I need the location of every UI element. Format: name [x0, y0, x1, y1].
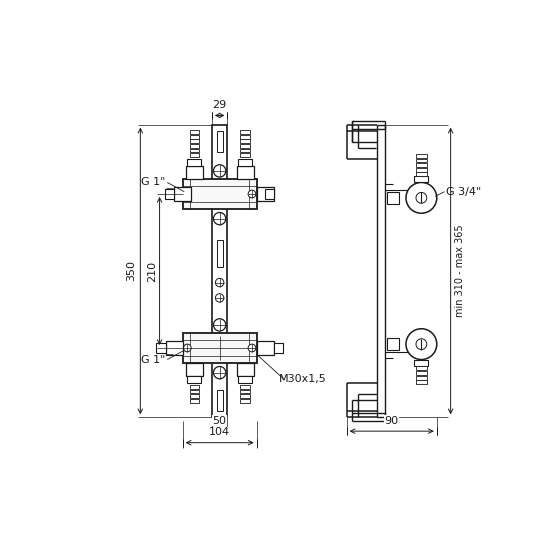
Bar [190, 153, 199, 157]
Text: min 310 - max 365: min 310 - max 365 [455, 225, 465, 317]
Bar [257, 187, 274, 201]
Text: 50: 50 [213, 416, 227, 426]
Bar [212, 125, 227, 417]
Bar [190, 385, 199, 389]
Bar [240, 144, 250, 148]
Bar [416, 172, 427, 176]
Text: M30x1,5: M30x1,5 [279, 374, 326, 384]
Bar [240, 390, 250, 393]
Circle shape [214, 366, 226, 379]
Bar [416, 380, 427, 384]
Circle shape [184, 190, 191, 198]
Circle shape [248, 344, 256, 352]
Bar [166, 341, 183, 355]
Bar [187, 376, 201, 384]
Circle shape [248, 190, 256, 198]
Bar [174, 187, 191, 201]
Bar [190, 144, 199, 148]
Bar [387, 192, 399, 204]
Circle shape [406, 183, 437, 213]
Circle shape [214, 165, 226, 177]
Circle shape [215, 278, 224, 287]
Bar [237, 364, 253, 376]
Bar [416, 159, 427, 162]
Bar [190, 140, 199, 143]
Bar [190, 130, 199, 134]
Text: 90: 90 [385, 416, 399, 426]
Bar [186, 166, 203, 179]
Bar [387, 338, 399, 350]
Text: G 1": G 1" [141, 178, 166, 187]
Circle shape [214, 319, 226, 331]
Bar [183, 332, 257, 364]
Bar [216, 390, 223, 411]
Bar [190, 399, 199, 403]
Bar [238, 159, 252, 166]
Bar [240, 153, 250, 157]
Text: 210: 210 [147, 261, 157, 282]
Bar [416, 168, 427, 172]
Bar [238, 376, 252, 384]
Bar [416, 371, 427, 375]
Text: G 1": G 1" [141, 355, 166, 365]
Bar [190, 135, 199, 138]
Bar [216, 131, 223, 153]
Bar [240, 135, 250, 138]
Bar [190, 394, 199, 398]
Circle shape [214, 213, 226, 225]
Circle shape [184, 344, 191, 352]
Text: 350: 350 [126, 261, 136, 281]
Bar [165, 189, 174, 199]
Bar [416, 154, 427, 158]
Bar [240, 394, 250, 398]
Text: 29: 29 [213, 100, 227, 110]
Bar [416, 366, 427, 370]
Circle shape [416, 192, 427, 203]
Bar [240, 385, 250, 389]
Bar [187, 159, 201, 166]
Bar [240, 149, 250, 153]
Bar [190, 390, 199, 393]
Bar [156, 343, 166, 353]
Bar [257, 341, 274, 355]
Bar [240, 399, 250, 403]
Bar [240, 140, 250, 143]
Bar [416, 163, 427, 167]
Bar [274, 343, 283, 353]
Bar [216, 240, 223, 267]
Bar [416, 376, 427, 379]
Bar [240, 130, 250, 134]
Circle shape [406, 329, 437, 360]
Bar [237, 166, 253, 179]
Bar [186, 364, 203, 376]
Bar [378, 125, 385, 417]
Bar [183, 179, 257, 209]
Circle shape [215, 294, 224, 302]
Bar [414, 176, 428, 183]
Bar [190, 149, 199, 153]
Text: G 3/4": G 3/4" [446, 187, 481, 197]
Text: 104: 104 [209, 427, 230, 437]
Circle shape [416, 339, 427, 349]
Bar [414, 360, 428, 366]
Bar [265, 189, 274, 199]
